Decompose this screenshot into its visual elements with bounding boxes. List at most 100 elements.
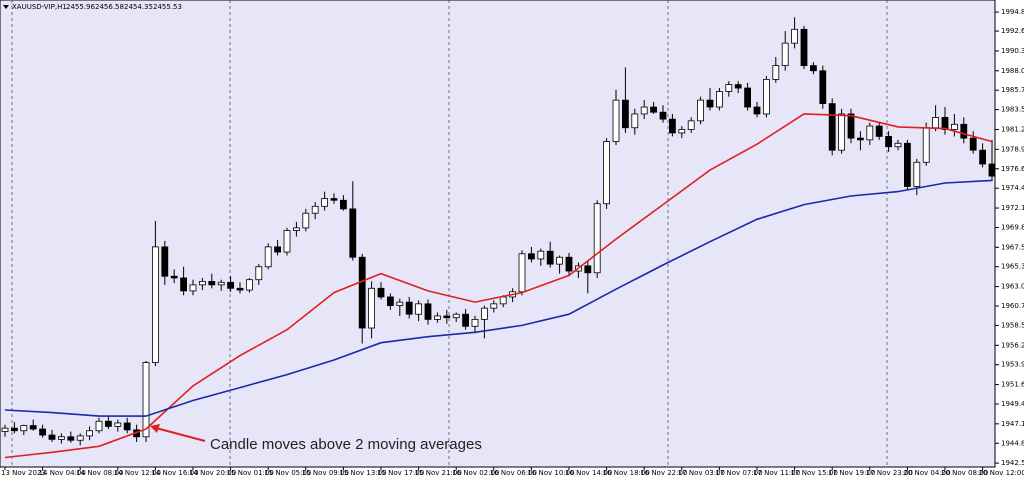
candle-body	[969, 137, 977, 151]
candle-body	[114, 422, 122, 427]
candle-body	[885, 135, 892, 148]
candle-body	[838, 113, 845, 151]
y-tick-label: 1994.80	[1001, 8, 1024, 16]
candle-body	[687, 120, 695, 130]
y-tick-label: 1958.50	[1001, 321, 1024, 329]
candle-body	[462, 313, 470, 327]
y-tick-label: 1972.10	[1001, 204, 1024, 212]
candle-body	[744, 87, 751, 108]
candle-body	[217, 281, 225, 286]
y-tick-label: 1969.85	[1001, 223, 1024, 231]
candle-body	[866, 125, 874, 141]
candle-body	[123, 422, 131, 431]
x-tick-label: 16 Nov 22:00	[640, 469, 687, 477]
candle-body	[161, 246, 169, 277]
y-tick-label: 1981.20	[1001, 125, 1024, 133]
candle-body	[828, 103, 836, 151]
candle-body	[405, 301, 413, 315]
candle-body	[819, 70, 827, 104]
x-tick-label: 16 Nov 14:00	[565, 469, 612, 477]
x-tick-label: 15 Nov 13:00	[339, 469, 386, 477]
candle-body	[264, 246, 272, 268]
candle-body	[781, 42, 789, 67]
candle-body	[86, 430, 93, 437]
candle-body	[763, 79, 770, 115]
x-tick-label: 15 Nov 09:00	[302, 469, 349, 477]
candle-body	[631, 113, 639, 129]
candle-body	[716, 91, 723, 108]
y-tick-label: 1956.20	[1001, 341, 1024, 349]
candle-body	[904, 142, 911, 187]
candle-body	[565, 256, 573, 272]
x-tick-label: 16 Nov 10:00	[527, 469, 574, 477]
candle-body	[396, 301, 404, 306]
x-tick-label: 17 Nov 19:00	[828, 469, 875, 477]
candle-body	[772, 65, 780, 80]
candle-body	[847, 113, 855, 139]
candle-body	[960, 123, 968, 139]
candle-body	[189, 284, 197, 292]
y-tick-label: 1942.55	[1001, 459, 1024, 467]
candle-body	[283, 230, 291, 253]
y-tick-label: 1960.75	[1001, 302, 1024, 310]
candle-body	[1, 427, 9, 433]
x-tick-label: 20 Nov 04:00	[903, 469, 950, 477]
candle-body	[584, 265, 592, 274]
candle-body	[29, 425, 37, 430]
candle-body	[170, 275, 178, 279]
y-tick-label: 1983.50	[1001, 106, 1024, 114]
x-tick-label: 16 Nov 06:00	[490, 469, 537, 477]
candle-body	[433, 315, 441, 320]
x-tick-label: 20 Nov 08:00	[941, 469, 988, 477]
candle-body	[274, 246, 282, 253]
candle-body	[979, 149, 986, 165]
candle-body	[39, 428, 46, 436]
candle-body	[142, 362, 150, 438]
y-tick-label: 1951.65	[1001, 381, 1024, 389]
candle-body	[443, 315, 451, 319]
x-tick-label: 15 Nov 17:00	[377, 469, 424, 477]
candle-body	[480, 307, 488, 320]
candle-body	[490, 303, 498, 309]
candle-body	[622, 99, 629, 129]
candle-body	[941, 116, 949, 130]
x-tick-label: 14 Nov 12:00	[114, 469, 161, 477]
candle-body	[697, 99, 704, 122]
candle-body	[386, 296, 394, 306]
candle-body	[800, 28, 808, 67]
candle-body	[20, 425, 28, 432]
candle-body	[330, 198, 338, 201]
candle-body	[922, 127, 930, 163]
candle-body	[358, 256, 366, 329]
candle-body	[932, 116, 939, 129]
candle-body	[245, 279, 253, 291]
candle-body	[10, 427, 18, 432]
y-tick-label: 1963.00	[1001, 283, 1024, 291]
candle-body	[640, 106, 648, 115]
y-tick-label: 1965.30	[1001, 263, 1024, 271]
candle-body	[227, 281, 235, 289]
y-tick-label: 1988.00	[1001, 67, 1024, 75]
moving-average	[4, 179, 993, 417]
candle-body	[321, 198, 329, 207]
x-tick-label: 15 Nov 21:00	[415, 469, 462, 477]
annotation-arrowhead	[150, 424, 160, 433]
candle-body	[48, 434, 56, 440]
header-value: 2455.96	[66, 3, 95, 11]
candle-body	[208, 281, 216, 286]
candle-body	[452, 313, 460, 319]
candle-body	[415, 303, 423, 315]
candle-body	[894, 142, 902, 148]
y-tick-label: 1949.40	[1001, 400, 1024, 408]
candle-body	[424, 303, 432, 320]
y-tick-label: 1944.85	[1001, 439, 1024, 447]
annotation-arrow	[155, 427, 206, 442]
candle-body	[58, 436, 65, 440]
candle-body	[349, 208, 357, 258]
menu-icon	[3, 5, 9, 9]
candle-body	[292, 227, 300, 231]
x-tick-label: 17 Nov 03:00	[678, 469, 725, 477]
y-tick-label: 1947.10	[1001, 420, 1024, 428]
candle-body	[180, 277, 188, 292]
x-tick-label: 15 Nov 01:00	[227, 469, 274, 477]
